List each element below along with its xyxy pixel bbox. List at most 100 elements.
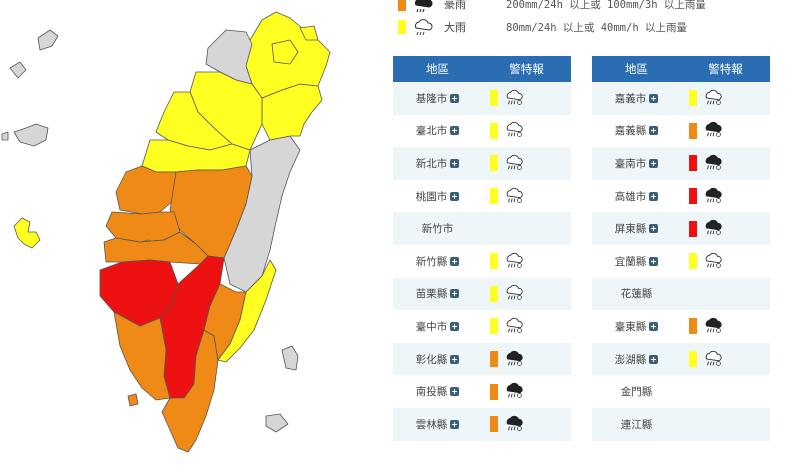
rain-icon bbox=[703, 88, 723, 109]
table-header: 地區 警特報 bbox=[393, 56, 571, 82]
table-row: 苗栗縣 bbox=[393, 277, 571, 311]
warning-table-left: 地區 警特報 基隆市 臺北市 新北市 桃園市 新竹市 新竹縣 苗栗縣 臺中市 彰化縣 南投縣 雲林縣 bbox=[393, 56, 571, 441]
region-name: 新竹市 bbox=[421, 223, 454, 236]
header-warning: 警特報 bbox=[509, 62, 544, 76]
region-name: 臺東縣 bbox=[614, 320, 647, 333]
region-name: 新北市 bbox=[415, 157, 448, 170]
table-row: 新竹市 bbox=[393, 212, 571, 245]
region-name: 宜蘭縣 bbox=[614, 255, 647, 268]
warning-level-bar bbox=[689, 122, 697, 139]
region-name: 南投縣 bbox=[415, 386, 448, 399]
region-name: 嘉義市 bbox=[614, 92, 647, 105]
table-row: 桃園市 bbox=[393, 179, 571, 213]
expand-plus-icon[interactable] bbox=[450, 321, 460, 331]
expand-plus-icon[interactable] bbox=[450, 289, 460, 299]
region-cell: 嘉義市 bbox=[592, 91, 681, 106]
taiwan-warning-map bbox=[0, 0, 390, 470]
heavy-rain-icon bbox=[703, 218, 723, 239]
expand-plus-icon[interactable] bbox=[649, 256, 659, 266]
table-row: 南投縣 bbox=[393, 375, 571, 408]
table-row: 屏東縣 bbox=[592, 212, 770, 245]
region-changhua bbox=[115, 165, 177, 215]
heavy-rain-icon bbox=[414, 0, 433, 13]
warning-level-bar bbox=[490, 351, 498, 368]
region-cell: 苗栗縣 bbox=[393, 286, 482, 301]
region-cell: 新竹市 bbox=[393, 221, 482, 236]
warning-level-bar bbox=[689, 90, 697, 107]
region-name: 臺南市 bbox=[614, 157, 647, 170]
expand-plus-icon[interactable] bbox=[649, 158, 659, 168]
table-row: 嘉義市 bbox=[592, 82, 770, 115]
region-cell: 臺南市 bbox=[592, 156, 681, 171]
warning-cell bbox=[482, 316, 571, 337]
warning-level-bar bbox=[490, 383, 498, 400]
warning-cell bbox=[681, 153, 770, 174]
warning-cell bbox=[681, 349, 770, 370]
expand-plus-icon[interactable] bbox=[450, 93, 460, 103]
region-orchid-island bbox=[265, 413, 289, 433]
expand-plus-icon[interactable] bbox=[450, 191, 460, 201]
rain-icon bbox=[504, 283, 524, 304]
warning-cell bbox=[681, 88, 770, 109]
warning-cell bbox=[482, 120, 571, 141]
region-taoyuan bbox=[205, 29, 253, 85]
region-name: 雲林縣 bbox=[415, 418, 448, 431]
region-cell: 臺東縣 bbox=[592, 319, 681, 334]
expand-plus-icon[interactable] bbox=[649, 126, 659, 136]
table-header: 地區 警特報 bbox=[592, 56, 770, 82]
expand-plus-icon[interactable] bbox=[649, 191, 659, 201]
warning-cell bbox=[681, 218, 770, 239]
region-kaohsiung-coast bbox=[113, 311, 171, 401]
region-cell: 基隆市 bbox=[393, 91, 482, 106]
legend-desc: 80mm/24h 以上或 40mm/h 以上雨量 bbox=[506, 21, 687, 34]
heavy-rain-icon bbox=[703, 153, 723, 174]
region-cell: 臺北市 bbox=[393, 123, 482, 138]
warning-level-bar bbox=[689, 188, 697, 205]
region-name: 澎湖縣 bbox=[614, 353, 647, 366]
warning-cell bbox=[482, 88, 571, 109]
region-name: 屏東縣 bbox=[614, 223, 647, 236]
warning-level-bar bbox=[490, 318, 498, 335]
region-taitung-coast bbox=[217, 259, 277, 363]
table-row: 連江縣 bbox=[592, 407, 770, 441]
region-cell: 桃園市 bbox=[393, 189, 482, 204]
rain-icon bbox=[414, 19, 433, 36]
heavy-rain-icon bbox=[504, 349, 524, 370]
expand-plus-icon[interactable] bbox=[450, 126, 460, 136]
warning-level-bar bbox=[490, 122, 498, 139]
table-row: 臺東縣 bbox=[592, 310, 770, 343]
expand-plus-icon[interactable] bbox=[450, 387, 460, 397]
region-taipei bbox=[271, 39, 299, 65]
region-name: 嘉義縣 bbox=[614, 125, 647, 138]
region-cell: 彰化縣 bbox=[393, 352, 482, 367]
table-row: 澎湖縣 bbox=[592, 342, 770, 376]
legend-swatch bbox=[398, 0, 406, 11]
rain-icon bbox=[504, 88, 524, 109]
heavy-rain-icon bbox=[703, 186, 723, 207]
warning-cell bbox=[681, 120, 770, 141]
region-green-island bbox=[281, 345, 299, 371]
region-cell: 南投縣 bbox=[393, 384, 482, 399]
expand-plus-icon[interactable] bbox=[649, 93, 659, 103]
expand-plus-icon[interactable] bbox=[649, 354, 659, 364]
warning-cell bbox=[482, 414, 571, 435]
table-row: 花蓮縣 bbox=[592, 277, 770, 311]
expand-plus-icon[interactable] bbox=[649, 224, 659, 234]
expand-plus-icon[interactable] bbox=[450, 256, 460, 266]
warning-cell bbox=[681, 186, 770, 207]
region-lienchiang bbox=[37, 29, 59, 51]
expand-plus-icon[interactable] bbox=[450, 354, 460, 364]
region-name: 臺中市 bbox=[415, 320, 448, 333]
rain-icon bbox=[703, 349, 723, 370]
region-name: 花蓮縣 bbox=[620, 288, 653, 301]
header-warning: 警特報 bbox=[708, 62, 743, 76]
expand-plus-icon[interactable] bbox=[649, 321, 659, 331]
region-name: 高雄市 bbox=[614, 190, 647, 203]
heavy-rain-icon bbox=[703, 316, 723, 337]
map-svg bbox=[1, 11, 331, 453]
expand-plus-icon[interactable] bbox=[450, 158, 460, 168]
expand-plus-icon[interactable] bbox=[450, 419, 460, 429]
region-name: 基隆市 bbox=[415, 92, 448, 105]
region-name: 苗栗縣 bbox=[415, 288, 448, 301]
region-name: 金門縣 bbox=[620, 386, 653, 399]
